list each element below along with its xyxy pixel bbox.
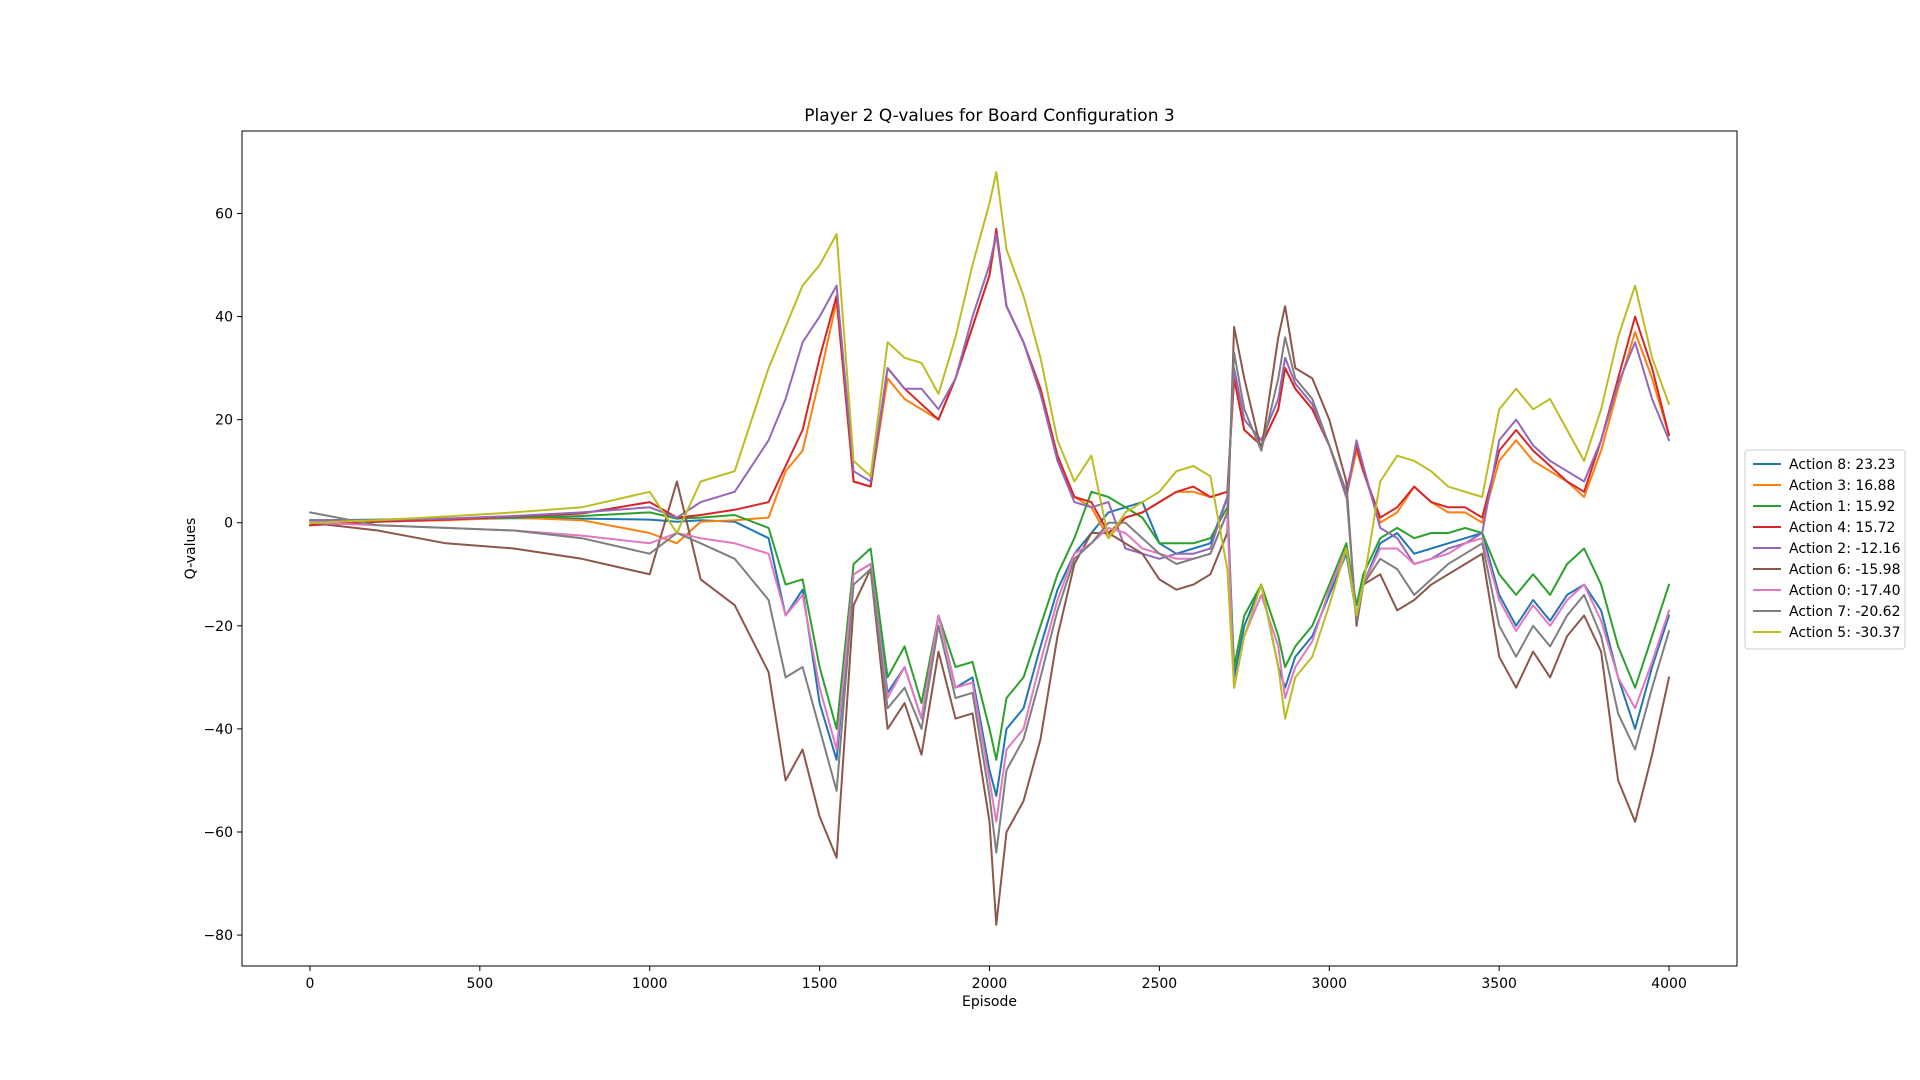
series-line-4	[309, 233, 1670, 565]
legend-label: Action 1: 15.92	[1789, 499, 1895, 515]
x-tick-label: 1000	[632, 976, 668, 992]
y-axis: −80 −60 −40 −20 0 20 40 60	[203, 206, 242, 944]
legend-label: Action 6: -15.98	[1789, 562, 1901, 578]
series-line-7	[309, 336, 1670, 854]
chart-title: Player 2 Q-values for Board Configuratio…	[804, 106, 1174, 126]
legend-label: Action 5: -30.37	[1789, 625, 1901, 641]
legend-label: Action 3: 16.88	[1789, 478, 1895, 494]
legend: Action 8: 23.23 Action 3: 16.88 Action 1: …	[1744, 449, 1906, 650]
y-tick-label: 60	[215, 206, 233, 222]
legend-label: Action 4: 15.72	[1789, 520, 1895, 536]
x-tick-label: 2000	[972, 976, 1008, 992]
y-axis-label: Q-values	[183, 518, 199, 580]
x-tick-label: 3500	[1481, 976, 1517, 992]
y-tick-label: 0	[224, 516, 233, 532]
plot-lines	[309, 171, 1670, 926]
series-line-3	[309, 227, 1670, 534]
x-tick-label: 4000	[1651, 976, 1687, 992]
legend-label: Action 2: -12.16	[1789, 541, 1901, 557]
legend-label: Action 7: -20.62	[1789, 604, 1901, 620]
y-tick-label: 40	[215, 310, 233, 326]
x-tick-label: 0	[305, 976, 314, 992]
x-tick-label: 500	[466, 976, 493, 992]
y-tick-label: −80	[203, 928, 233, 944]
x-tick-label: 1500	[802, 976, 838, 992]
legend-label: Action 0: -17.40	[1789, 583, 1901, 599]
x-axis: 0 500 1000 1500 2000 2500 3000 3500 4000	[305, 966, 1687, 992]
y-tick-label: −40	[203, 722, 233, 738]
legend-label: Action 8: 23.23	[1789, 457, 1895, 473]
series-line-5	[309, 305, 1670, 926]
series-line-8	[309, 171, 1670, 720]
x-axis-label: Episode	[962, 994, 1017, 1010]
y-tick-label: −20	[203, 619, 233, 635]
y-tick-label: 20	[215, 413, 233, 429]
y-tick-label: −60	[203, 825, 233, 841]
x-tick-label: 2500	[1142, 976, 1178, 992]
x-tick-label: 3000	[1311, 976, 1347, 992]
legend-box	[1744, 449, 1906, 650]
